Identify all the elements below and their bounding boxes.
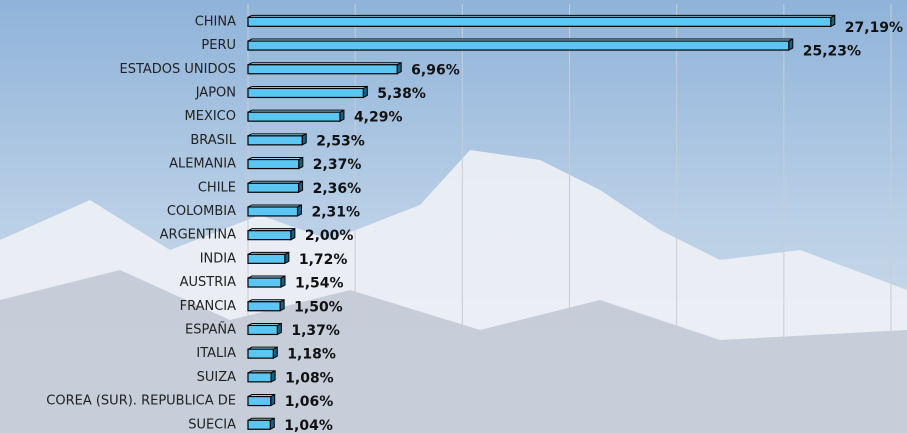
value-label: 1,04% bbox=[284, 418, 333, 433]
category-label: ARGENTINA bbox=[160, 228, 236, 243]
category-label: AUSTRIA bbox=[180, 275, 236, 290]
bar bbox=[248, 112, 340, 121]
category-label: CHILE bbox=[198, 180, 236, 195]
bar bbox=[248, 373, 271, 382]
bar bbox=[248, 325, 277, 334]
value-label: 1,54% bbox=[295, 276, 344, 292]
value-label: 2,37% bbox=[313, 157, 362, 173]
category-label: ESPAÑA bbox=[185, 321, 236, 337]
category-label: ITALIA bbox=[196, 346, 236, 361]
bar bbox=[248, 88, 363, 97]
bar bbox=[248, 207, 298, 216]
bar bbox=[248, 183, 299, 192]
category-label: COREA (SUR). REPUBLICA DE bbox=[46, 394, 236, 409]
value-label: 6,96% bbox=[411, 62, 460, 78]
bar bbox=[248, 420, 270, 429]
bar bbox=[248, 349, 273, 358]
value-label: 2,36% bbox=[313, 181, 362, 197]
bar bbox=[248, 278, 281, 287]
value-label: 1,72% bbox=[299, 252, 348, 268]
bar bbox=[248, 136, 302, 145]
value-label: 4,29% bbox=[354, 110, 403, 126]
bar bbox=[248, 302, 280, 311]
bar bbox=[248, 254, 285, 263]
bar bbox=[248, 65, 397, 74]
value-label: 27,19% bbox=[845, 20, 903, 36]
value-label: 1,37% bbox=[291, 323, 340, 339]
value-label: 25,23% bbox=[803, 44, 861, 60]
value-label: 1,18% bbox=[287, 347, 336, 363]
category-label: CHINA bbox=[195, 14, 236, 29]
value-label: 2,00% bbox=[305, 228, 354, 244]
chart: CHINA 27,19% PERU 25,23% ESTADOS UNIDOS 6,96%… bbox=[0, 0, 907, 433]
value-label: 2,53% bbox=[316, 133, 365, 149]
category-label: ALEMANIA bbox=[169, 157, 236, 172]
category-label: COLOMBIA bbox=[167, 204, 236, 219]
bar bbox=[248, 41, 789, 50]
category-label: ESTADOS UNIDOS bbox=[120, 62, 237, 77]
value-label: 1,08% bbox=[285, 370, 334, 386]
value-label: 5,38% bbox=[377, 86, 426, 102]
category-label: MEXICO bbox=[185, 109, 236, 124]
category-label: INDIA bbox=[200, 251, 236, 266]
category-label: BRASIL bbox=[190, 133, 236, 148]
bar bbox=[248, 397, 271, 406]
value-label: 2,31% bbox=[312, 204, 361, 220]
category-label: SUIZA bbox=[197, 370, 237, 385]
category-label: PERU bbox=[201, 38, 236, 53]
bar bbox=[248, 17, 831, 26]
category-label: JAPON bbox=[195, 85, 236, 100]
category-label: FRANCIA bbox=[180, 299, 237, 314]
value-label: 1,50% bbox=[294, 299, 343, 315]
bar bbox=[248, 160, 299, 169]
category-label: SUECIA bbox=[188, 417, 236, 432]
bar bbox=[248, 231, 291, 240]
value-label: 1,06% bbox=[285, 394, 334, 410]
